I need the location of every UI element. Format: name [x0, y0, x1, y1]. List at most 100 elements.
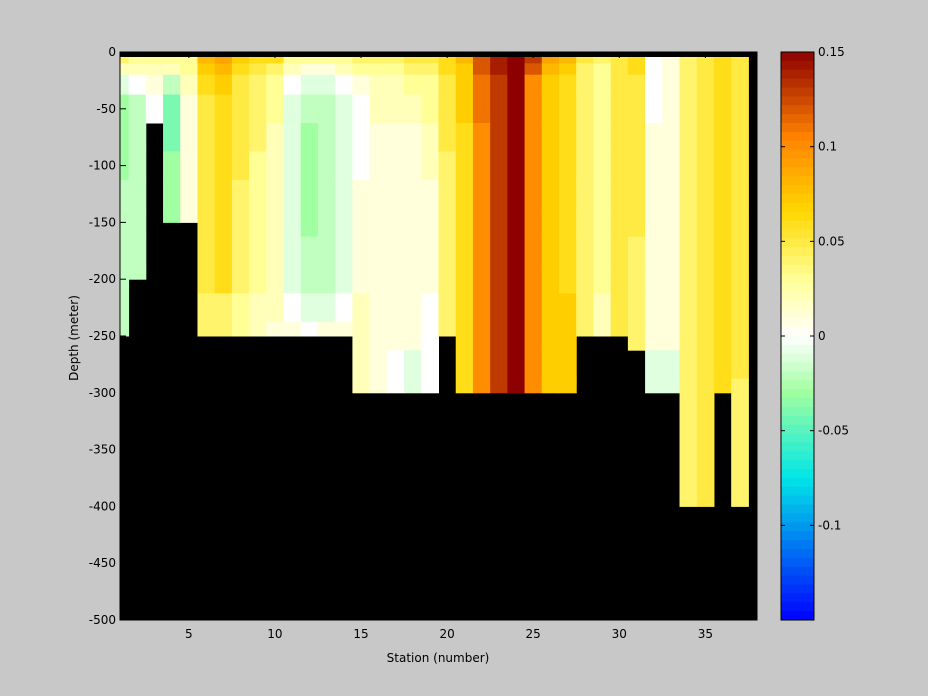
- heatmap-cell: [524, 94, 543, 124]
- heatmap-cell: [317, 52, 336, 64]
- heatmap-cell: [679, 123, 698, 152]
- x-tick-label: 25: [526, 627, 541, 641]
- heatmap-cell: [593, 63, 612, 76]
- heatmap-cell: [610, 208, 629, 238]
- heatmap-cell: [559, 378, 577, 394]
- heatmap-cell: [645, 321, 663, 351]
- heatmap-cell: [438, 265, 457, 294]
- heatmap-cell: [335, 63, 353, 76]
- heatmap-cell: [731, 293, 749, 323]
- colorbar-segment: [781, 389, 814, 399]
- heatmap-cell: [472, 94, 491, 124]
- heatmap-cell: [576, 236, 594, 266]
- heatmap-cell: [593, 236, 612, 266]
- colorbar-segment: [781, 256, 814, 266]
- heatmap-cell: [472, 151, 491, 181]
- heatmap-cell: [593, 123, 612, 152]
- heatmap-cell: [472, 74, 491, 96]
- heatmap-cell: [249, 179, 267, 209]
- colorbar-segment: [781, 575, 814, 585]
- heatmap-cell: [283, 208, 302, 238]
- heatmap-cell: [421, 74, 439, 96]
- heatmap-cell: [524, 151, 543, 181]
- heatmap-cell: [455, 179, 474, 209]
- colorbar-segment: [781, 211, 814, 222]
- heatmap-cell: [352, 350, 371, 380]
- colorbar-segment: [781, 584, 814, 594]
- heatmap-cell: [731, 236, 749, 266]
- heatmap-cell: [524, 63, 543, 76]
- colorbar-segment: [781, 273, 814, 284]
- colorbar-segment: [781, 291, 814, 301]
- heatmap-cell: [404, 236, 422, 266]
- heatmap-cell: [438, 208, 457, 238]
- heatmap-cell: [214, 74, 233, 96]
- heatmap-cell: [627, 179, 646, 209]
- heatmap-cell: [404, 74, 422, 96]
- heatmap-cell: [317, 151, 336, 181]
- colorbar-segment: [781, 611, 814, 621]
- heatmap-cell: [266, 94, 285, 124]
- heatmap-cell: [472, 179, 491, 209]
- heatmap-cell: [576, 293, 594, 323]
- heatmap-cell: [369, 378, 388, 394]
- heatmap-cell: [490, 151, 508, 181]
- heatmap-cell: [438, 123, 457, 152]
- heatmap-cell: [335, 208, 353, 238]
- heatmap-cell: [421, 63, 439, 76]
- heatmap-cell: [541, 321, 560, 351]
- heatmap-cell: [541, 208, 560, 238]
- heatmap-cell: [214, 123, 233, 152]
- heatmap-cell: [352, 208, 371, 238]
- heatmap-cell: [576, 94, 594, 124]
- heatmap-cell: [524, 123, 543, 152]
- heatmap-cell: [472, 52, 491, 64]
- heatmap-cell: [180, 208, 198, 223]
- heatmap-cell: [559, 350, 577, 380]
- colorbar-segment: [781, 336, 814, 346]
- heatmap-cell: [369, 151, 388, 181]
- heatmap-cell: [696, 63, 715, 76]
- y-tick-label: -250: [89, 329, 116, 343]
- heatmap-cell: [231, 321, 250, 337]
- heatmap-cell: [610, 151, 629, 181]
- colorbar-segment: [781, 220, 814, 230]
- heatmap-cell: [696, 492, 715, 507]
- heatmap-cell: [317, 321, 336, 337]
- heatmap-cell: [645, 293, 663, 323]
- heatmap-cell: [679, 179, 698, 209]
- heatmap-cell: [524, 265, 543, 294]
- heatmap-cell: [145, 94, 164, 124]
- heatmap-cell: [696, 435, 715, 465]
- colorbar-segment: [781, 486, 814, 497]
- heatmap-cell: [300, 208, 319, 238]
- y-tick-label: -50: [96, 102, 116, 116]
- x-tick-label: 15: [353, 627, 368, 641]
- heatmap-cell: [404, 179, 422, 209]
- heatmap-cell: [438, 63, 457, 76]
- heatmap-cell: [249, 265, 267, 294]
- heatmap-cell: [283, 63, 302, 76]
- colorbar-segment: [781, 460, 814, 470]
- heatmap-cell: [455, 265, 474, 294]
- heatmap-cell: [231, 293, 250, 323]
- heatmap-cell: [128, 208, 147, 238]
- heatmap-cell: [438, 74, 457, 96]
- heatmap-cell: [386, 63, 405, 76]
- heatmap-cell: [128, 265, 147, 280]
- heatmap-cell: [300, 52, 319, 64]
- heatmap-cell: [369, 293, 388, 323]
- colorbar-segment: [781, 238, 814, 248]
- heatmap-cell: [455, 321, 474, 351]
- heatmap-cell: [180, 94, 198, 124]
- heatmap-cell: [352, 236, 371, 266]
- heatmap-cell: [120, 74, 130, 96]
- heatmap-cell: [455, 350, 474, 380]
- heatmap-cell: [335, 321, 353, 337]
- heatmap-cell: [576, 151, 594, 181]
- heatmap-cell: [455, 74, 474, 96]
- heatmap-cell: [128, 63, 147, 76]
- heatmap-cell: [490, 321, 508, 351]
- heatmap-cell: [559, 74, 577, 96]
- colorbar-segment: [781, 566, 814, 577]
